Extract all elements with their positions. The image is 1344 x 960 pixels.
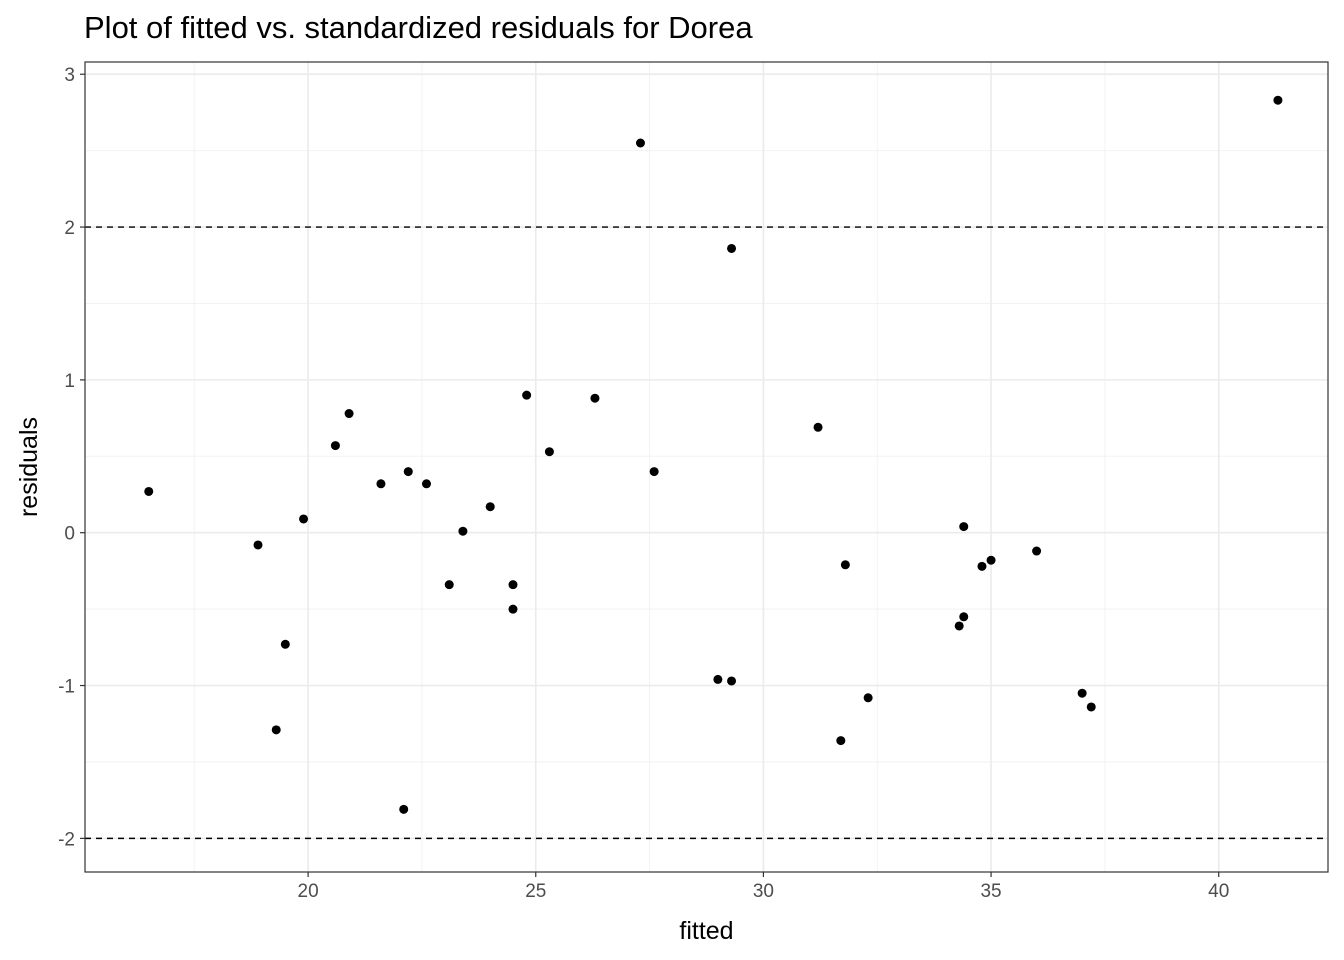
data-point [959,612,969,622]
data-point [986,555,996,565]
data-point [144,486,154,496]
data-point [344,409,354,419]
data-point [1273,95,1283,105]
data-point [544,447,554,457]
data-point [1032,546,1042,556]
y-axis-title: residuals [15,417,43,517]
x-tick-label: 35 [980,881,1001,902]
data-point [330,441,340,451]
data-point [485,502,495,512]
data-point [403,467,413,477]
panel-border [84,61,1329,873]
data-point [813,422,823,432]
y-tick-label: 2 [64,218,75,239]
y-tick-label: -2 [58,829,75,850]
chart-title: Plot of fitted vs. standardized residual… [84,10,753,45]
data-point [399,804,409,814]
data-point [458,526,468,536]
x-axis-ticks: 20 25 30 35 40 [298,872,1229,902]
data-point [954,621,964,631]
data-point [840,560,850,570]
y-tick-label: 1 [64,371,75,392]
data-point [977,561,987,571]
data-point [959,522,969,532]
data-points [144,95,1283,814]
x-tick-label: 40 [1208,881,1229,902]
x-tick-label: 30 [753,881,774,902]
x-axis-title: fitted [679,917,733,945]
data-point [863,693,873,703]
data-point [649,467,659,477]
data-point [508,580,518,590]
data-point [1077,688,1087,698]
data-point [635,138,645,148]
data-point [836,736,846,746]
y-tick-label: 3 [64,65,75,86]
data-point [421,479,431,489]
x-tick-label: 25 [525,881,546,902]
data-point [522,390,532,400]
reference-lines [85,226,1328,840]
data-point [727,676,737,686]
data-point [444,580,454,590]
data-point [271,725,281,735]
data-point [590,393,600,403]
data-point [280,639,290,649]
data-point [376,479,386,489]
grid-lines [85,62,1328,872]
y-axis-ticks: -2 -1 0 1 2 3 [58,65,85,850]
data-point [1086,702,1096,712]
y-tick-label: -1 [58,677,75,698]
data-point [253,540,263,550]
data-point [713,674,723,684]
y-tick-label: 0 [64,524,75,545]
data-point [508,604,518,614]
data-point [727,243,737,253]
x-tick-label: 20 [298,881,319,902]
data-point [299,514,309,524]
